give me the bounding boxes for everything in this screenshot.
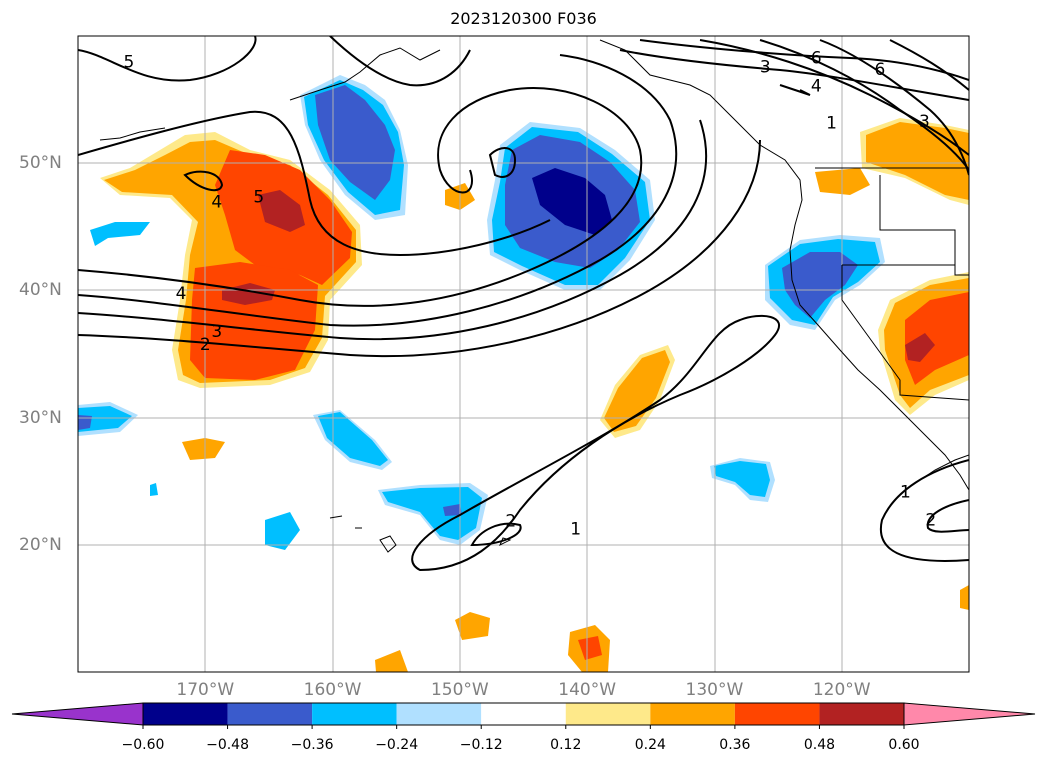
- lon-tick-label: 170°W: [176, 680, 235, 700]
- colorbar-over-extension: [903, 702, 1036, 726]
- colorbar-tick-label: 0.36: [719, 737, 751, 753]
- colorbar-tick-label: 0.12: [550, 737, 582, 753]
- colorbar-segment: [143, 703, 228, 725]
- map-title: 2023120300 F036: [450, 9, 597, 28]
- contour-label: 4: [211, 192, 222, 212]
- anomaly-shading: [78, 75, 969, 672]
- colorbar-tick-label: −0.60: [121, 737, 165, 753]
- contour-label: 3: [211, 322, 222, 342]
- contour-label: 1: [826, 113, 837, 133]
- contour-label: 2: [505, 512, 516, 532]
- contour-label: 5: [253, 187, 264, 207]
- lon-tick-label: 130°W: [685, 680, 744, 700]
- contour-label: 2: [925, 510, 936, 530]
- lon-tick-label: 160°W: [303, 680, 362, 700]
- colorbar-tick-label: −0.12: [459, 737, 503, 753]
- contour-label: 5: [124, 52, 135, 72]
- lat-tick-label: 40°N: [19, 280, 62, 301]
- lat-tick-label: 30°N: [19, 407, 62, 428]
- colorbar-under-extension: [11, 702, 144, 726]
- colorbar-tick-label: −0.36: [290, 737, 334, 753]
- lat-tick-label: 50°N: [19, 153, 62, 174]
- lat-tick-label: 20°N: [19, 534, 62, 555]
- contour-label: 2: [200, 335, 211, 355]
- contour-label: 6: [811, 49, 822, 69]
- colorbar-tick-label: −0.24: [375, 737, 419, 753]
- lon-tick-label: 120°W: [812, 680, 871, 700]
- colorbar-tick-label: 0.60: [888, 737, 920, 753]
- contour-label: 1: [570, 519, 581, 539]
- contour-label: 4: [811, 77, 822, 97]
- contour-lines: [78, 36, 969, 572]
- colorbar-tick-label: −0.48: [206, 737, 249, 753]
- colorbar-segment: [734, 703, 820, 725]
- colorbar-frame: [142, 702, 905, 726]
- lon-tick-label: 140°W: [558, 680, 617, 700]
- contour-label: 3: [760, 58, 771, 78]
- colorbar-tick-label: 0.48: [803, 737, 836, 753]
- contour-label: 4: [176, 284, 187, 304]
- contour-label: 6: [874, 60, 885, 80]
- colorbar-segment: [312, 703, 397, 725]
- contour-label: 3: [919, 112, 930, 132]
- contour-label: 1: [900, 482, 911, 502]
- colorbar-segment: [227, 703, 313, 725]
- colorbar-segment: [650, 703, 735, 725]
- colorbar-segment: [481, 703, 566, 725]
- colorbar-segment: [819, 703, 904, 725]
- colorbar-tick-label: 0.24: [634, 737, 666, 753]
- colorbar-segment: [565, 703, 651, 725]
- colorbar-segment: [396, 703, 482, 725]
- lon-tick-label: 150°W: [430, 680, 489, 700]
